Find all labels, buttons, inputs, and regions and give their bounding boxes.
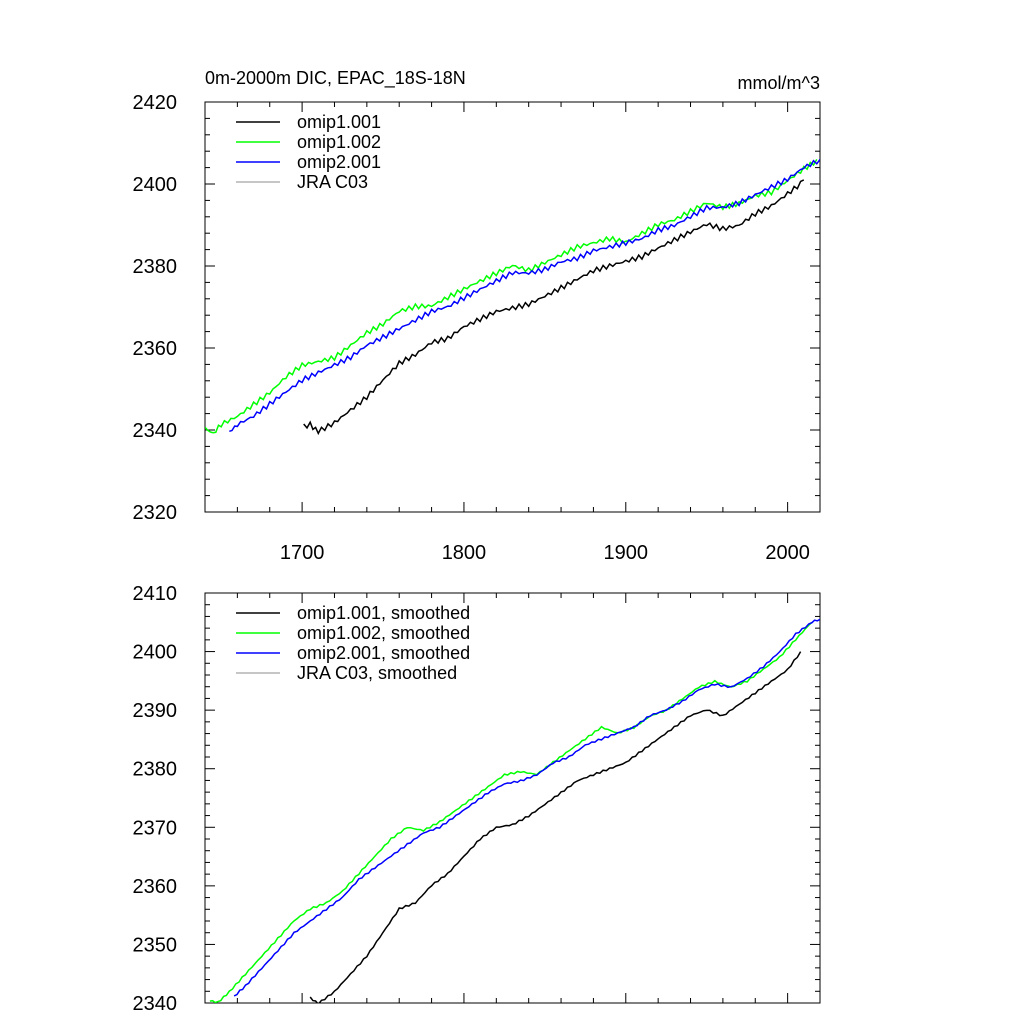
legend-label: JRA C03, smoothed (297, 663, 457, 683)
y-tick-label: 2390 (133, 700, 178, 722)
y-tick-label: 2340 (133, 993, 178, 1015)
series-line (309, 651, 802, 1003)
series-line (303, 179, 805, 436)
series-line (205, 159, 818, 434)
y-tick-label: 2380 (133, 256, 178, 278)
x-tick-label: 2000 (765, 542, 810, 564)
x-tick-label: 1900 (604, 542, 649, 564)
y-tick-label: 2370 (133, 817, 178, 839)
legend-label: omip2.001 (297, 152, 381, 172)
legend-label: omip2.001, smoothed (297, 643, 470, 663)
legend-label: omip1.001 (297, 112, 381, 132)
y-tick-label: 2320 (133, 502, 178, 524)
series-line (229, 158, 820, 433)
plot-frame (204, 592, 821, 1004)
y-tick-label: 2350 (133, 934, 178, 956)
plot-frame (204, 101, 821, 513)
legend-label: omip1.002 (297, 132, 381, 152)
y-tick-label: 2380 (133, 759, 178, 781)
y-tick-label: 2360 (133, 338, 178, 360)
y-tick-label: 2410 (133, 583, 178, 605)
legend-label: omip1.002, smoothed (297, 623, 470, 643)
legend-label: JRA C03 (297, 172, 368, 192)
x-tick-label: 1800 (442, 542, 487, 564)
y-tick-label: 2360 (133, 876, 178, 898)
units-label: mmol/m^3 (738, 73, 820, 93)
y-tick-label: 2420 (133, 92, 178, 114)
y-tick-label: 2400 (133, 174, 178, 196)
y-tick-label: 2340 (133, 420, 178, 442)
legend-label: omip1.001, smoothed (297, 603, 470, 623)
chart-panel-2: 2340 2350 2360 2370 2380 2390 2400 2410 omip1.00… (133, 583, 821, 1015)
chart-title: 0m-2000m DIC, EPAC_18S-18N (205, 68, 466, 89)
x-tick-label: 1700 (280, 542, 325, 564)
y-tick-label: 2400 (133, 642, 178, 664)
chart-panel-1: 1700 1800 1900 2000 2320 2340 2360 2380 2400 2420… (133, 68, 821, 564)
series-line (233, 618, 820, 997)
series-line (209, 621, 813, 1003)
